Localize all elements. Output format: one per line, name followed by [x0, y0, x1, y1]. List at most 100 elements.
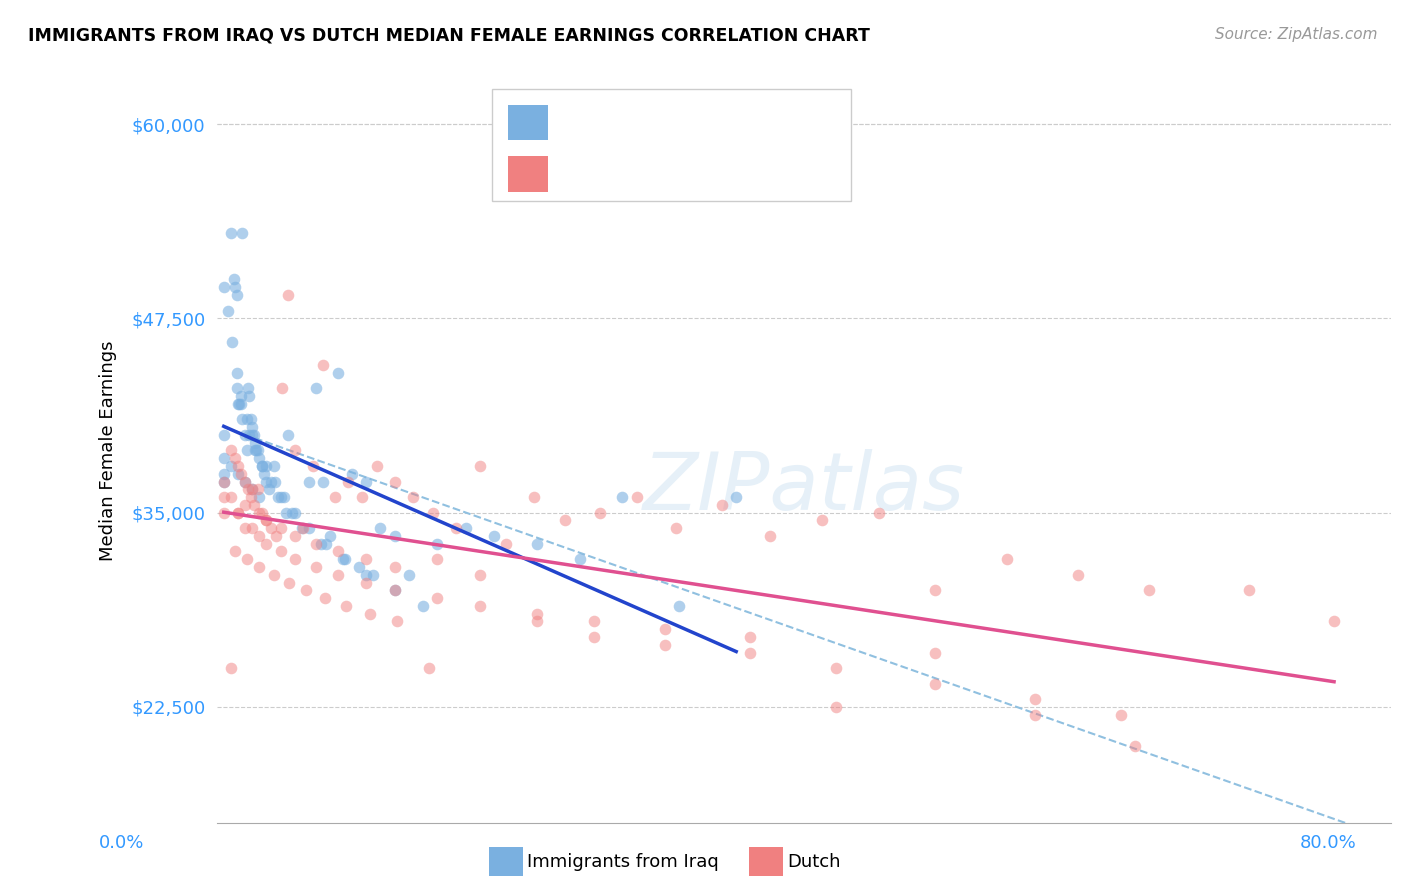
- Point: [426, 552, 449, 566]
- Point: [824, 700, 846, 714]
- Text: 103: 103: [707, 165, 745, 183]
- Point: [387, 615, 409, 629]
- Point: [226, 467, 249, 481]
- Text: 0.0%: 0.0%: [98, 834, 143, 852]
- Point: [225, 288, 247, 302]
- Point: [468, 567, 491, 582]
- Point: [229, 467, 252, 481]
- Point: [247, 506, 270, 520]
- Point: [224, 451, 246, 466]
- Point: [412, 599, 434, 613]
- Point: [219, 490, 242, 504]
- Point: [270, 544, 292, 558]
- Point: [273, 490, 295, 504]
- Point: [354, 567, 377, 582]
- Point: [305, 560, 328, 574]
- Text: Immigrants from Iraq: Immigrants from Iraq: [527, 853, 718, 871]
- Point: [231, 226, 253, 240]
- Point: [284, 443, 307, 458]
- Y-axis label: Median Female Earnings: Median Female Earnings: [100, 340, 117, 561]
- Point: [384, 475, 406, 489]
- Text: N =: N =: [665, 113, 704, 131]
- Point: [212, 506, 235, 520]
- Point: [418, 661, 440, 675]
- Point: [212, 451, 235, 466]
- Point: [710, 498, 733, 512]
- Point: [554, 513, 576, 527]
- Point: [236, 483, 259, 497]
- Text: Source: ZipAtlas.com: Source: ZipAtlas.com: [1215, 27, 1378, 42]
- Point: [361, 567, 384, 582]
- Point: [319, 529, 342, 543]
- Point: [350, 490, 373, 504]
- Point: [225, 381, 247, 395]
- Point: [314, 591, 336, 606]
- Point: [654, 622, 676, 636]
- Point: [924, 646, 946, 660]
- Point: [245, 443, 267, 458]
- Point: [270, 521, 292, 535]
- Point: [668, 599, 690, 613]
- Point: [384, 583, 406, 598]
- Point: [454, 521, 477, 535]
- Point: [219, 443, 242, 458]
- Point: [582, 630, 605, 644]
- Text: N =: N =: [665, 165, 704, 183]
- Point: [336, 475, 359, 489]
- Point: [226, 506, 249, 520]
- Point: [354, 552, 377, 566]
- Point: [254, 475, 277, 489]
- Point: [233, 498, 256, 512]
- Point: [243, 443, 266, 458]
- Point: [1237, 583, 1260, 598]
- Point: [229, 389, 252, 403]
- Point: [582, 615, 605, 629]
- Point: [242, 428, 264, 442]
- Point: [482, 529, 505, 543]
- Point: [384, 529, 406, 543]
- Point: [612, 490, 634, 504]
- Point: [291, 521, 314, 535]
- Point: [326, 366, 349, 380]
- Text: R =: R =: [555, 165, 595, 183]
- Point: [233, 475, 256, 489]
- Point: [266, 529, 288, 543]
- Point: [326, 567, 349, 582]
- Point: [1137, 583, 1160, 598]
- Point: [924, 583, 946, 598]
- Point: [270, 490, 292, 504]
- Point: [402, 490, 425, 504]
- Point: [226, 506, 249, 520]
- Point: [226, 397, 249, 411]
- Point: [422, 506, 444, 520]
- Point: [239, 490, 262, 504]
- Point: [332, 552, 354, 566]
- Point: [305, 381, 328, 395]
- Point: [323, 490, 346, 504]
- Point: [281, 506, 304, 520]
- Point: [247, 451, 270, 466]
- Text: 80.0%: 80.0%: [1301, 834, 1357, 852]
- Point: [526, 607, 548, 621]
- Point: [212, 280, 235, 294]
- Point: [384, 583, 406, 598]
- Point: [740, 646, 762, 660]
- Point: [228, 397, 250, 411]
- Point: [233, 428, 256, 442]
- Point: [340, 467, 363, 481]
- Point: [246, 443, 269, 458]
- Point: [759, 529, 782, 543]
- Point: [626, 490, 648, 504]
- Point: [233, 475, 256, 489]
- Point: [250, 458, 273, 473]
- Point: [240, 420, 263, 434]
- Point: [254, 513, 277, 527]
- Point: [240, 483, 263, 497]
- Point: [212, 475, 235, 489]
- Point: [240, 483, 263, 497]
- Point: [221, 334, 243, 349]
- Point: [222, 272, 245, 286]
- Point: [924, 676, 946, 690]
- Point: [229, 397, 252, 411]
- Point: [292, 521, 315, 535]
